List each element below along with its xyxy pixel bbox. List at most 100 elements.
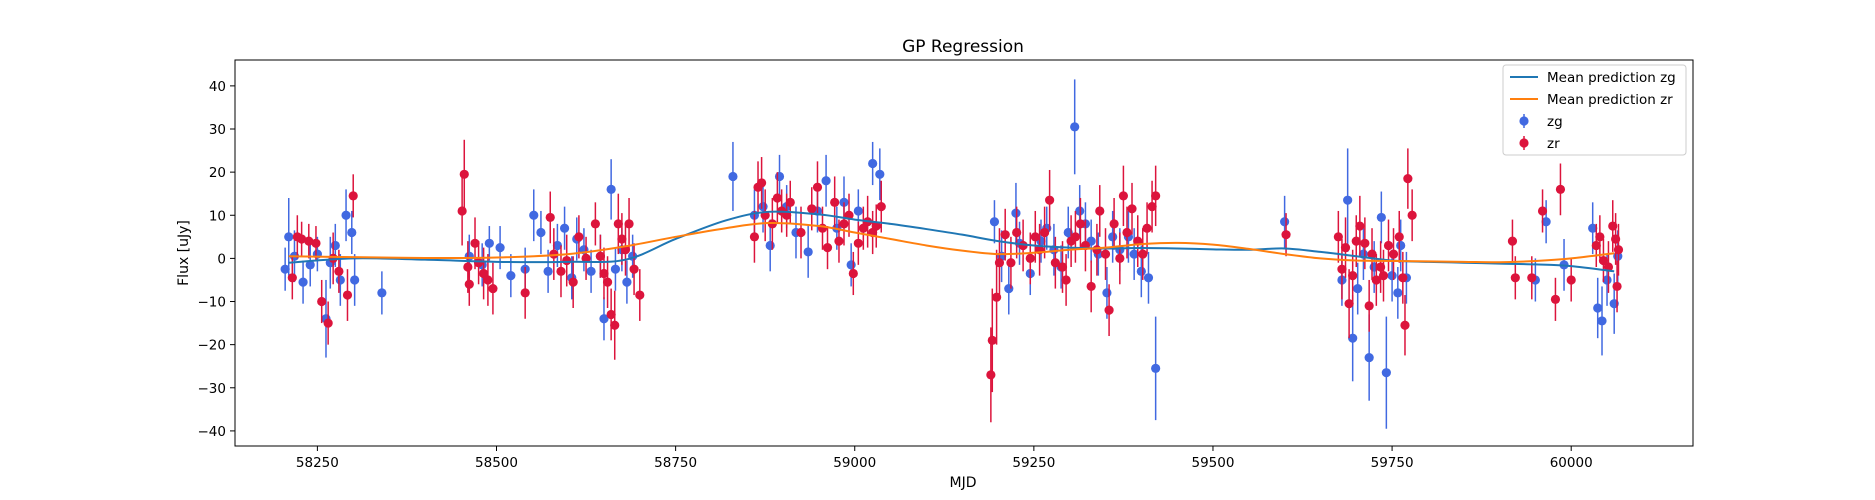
data-point-zr (1566, 275, 1576, 285)
data-point-zr (568, 277, 578, 287)
legend-label-zr-mean: Mean prediction zr (1547, 92, 1673, 108)
data-point-zr (1118, 191, 1129, 201)
legend-label-zg-mean: Mean prediction zg (1547, 70, 1676, 86)
data-point-zg (559, 223, 570, 233)
data-point-zr (457, 206, 467, 216)
y-tick-label: 0 (217, 251, 226, 267)
data-point-zr (807, 204, 817, 214)
data-point-zr (635, 290, 645, 300)
data-point-zg (853, 206, 863, 216)
data-point-zr (1127, 204, 1137, 214)
data-point-zr (1507, 236, 1518, 246)
data-point-zr (1613, 245, 1624, 255)
data-point-zr (581, 253, 591, 263)
data-point-zr (549, 249, 559, 259)
x-axis: 58250 58500 58750 59000 59250 59500 59750 60000 (296, 446, 1593, 471)
data-point-zr (1351, 236, 1361, 246)
data-point-zr (1612, 281, 1622, 292)
data-point-zg (1364, 352, 1374, 363)
data-point-zg (1280, 217, 1290, 227)
data-point-zg (758, 202, 768, 212)
data-point-zr (1371, 275, 1381, 285)
data-point-zg (377, 288, 387, 298)
data-point-zg (1387, 271, 1397, 281)
data-point-zg (506, 271, 516, 281)
data-point-zr (1070, 232, 1081, 242)
data-point-zr (463, 262, 473, 272)
data-point-zr (334, 266, 344, 276)
data-point-zr (1337, 264, 1347, 274)
data-point-zr (812, 182, 823, 192)
data-point-zr (1025, 253, 1035, 263)
data-point-zr (348, 191, 358, 201)
data-point-zg (284, 232, 294, 242)
data-point-zg (543, 266, 553, 276)
data-point-zr (1086, 281, 1096, 292)
data-point-zg (774, 171, 785, 182)
data-point-zr (1030, 232, 1040, 242)
legend-point (1519, 138, 1529, 148)
series-zg (280, 79, 1623, 429)
data-point-zg (347, 227, 357, 238)
data-point-zg (846, 260, 856, 270)
legend-frame (1502, 64, 1687, 156)
data-point-zr (464, 279, 474, 289)
legend: Mean prediction zg Mean prediction zr zg… (1502, 64, 1687, 156)
data-point-zr (317, 296, 327, 307)
x-tick-label: 58250 (296, 455, 339, 471)
plot-area (234, 59, 1694, 447)
data-point-zg (1381, 368, 1391, 378)
data-point-zr (1355, 221, 1365, 231)
data-point-zr (1040, 227, 1050, 238)
data-point-zr (834, 236, 844, 246)
data-point-zg (495, 243, 505, 253)
data-point-zg (765, 240, 775, 251)
x-tick-label: 58750 (654, 455, 697, 471)
data-point-zg (305, 260, 315, 270)
plot-frame (234, 59, 1694, 447)
data-point-zg (1102, 288, 1112, 298)
data-point-zr (1348, 271, 1358, 281)
data-point-zg (341, 210, 351, 220)
data-point-zg (1588, 223, 1598, 233)
data-point-zg (875, 169, 885, 179)
data-point-zr (1591, 240, 1601, 251)
data-point-zr (987, 335, 997, 345)
data-point-zr (520, 288, 530, 298)
legend-label-zr: zr (1547, 136, 1560, 152)
data-point-zg (1070, 122, 1080, 132)
x-tick-label: 59250 (1012, 455, 1055, 471)
data-point-zr (1344, 299, 1354, 309)
data-point-zr (470, 238, 480, 248)
x-axis-label: MJD (950, 475, 977, 491)
data-point-zr (483, 275, 493, 285)
data-point-zr (602, 277, 613, 287)
y-axis-label: Flux [uJy] (176, 220, 192, 286)
data-point-zg (1393, 288, 1403, 298)
data-point-zg (1597, 316, 1607, 326)
data-point-zr (459, 169, 469, 179)
data-point-zg (803, 247, 813, 257)
data-point-zg (529, 210, 539, 220)
data-point-zr (994, 258, 1005, 268)
legend-label-zg: zg (1547, 114, 1563, 130)
data-point-zg (622, 277, 632, 287)
y-tick-label: −30 (198, 381, 227, 397)
data-point-zr (1378, 271, 1389, 281)
y-tick-label: 30 (209, 122, 226, 138)
data-point-zr (871, 221, 881, 231)
data-point-zr (479, 268, 489, 279)
data-point-zr (595, 251, 605, 261)
data-point-zr (1388, 249, 1399, 259)
data-point-zg (1353, 283, 1363, 294)
data-point-zg (1143, 273, 1154, 283)
data-point-zg (298, 277, 308, 287)
data-point-zg (1541, 217, 1551, 227)
data-point-zr (1537, 206, 1548, 216)
data-point-zg (1593, 303, 1603, 313)
data-point-zg (552, 240, 563, 251)
y-tick-label: −20 (198, 338, 227, 354)
data-point-zr (556, 266, 566, 276)
data-point-zr (772, 193, 782, 203)
